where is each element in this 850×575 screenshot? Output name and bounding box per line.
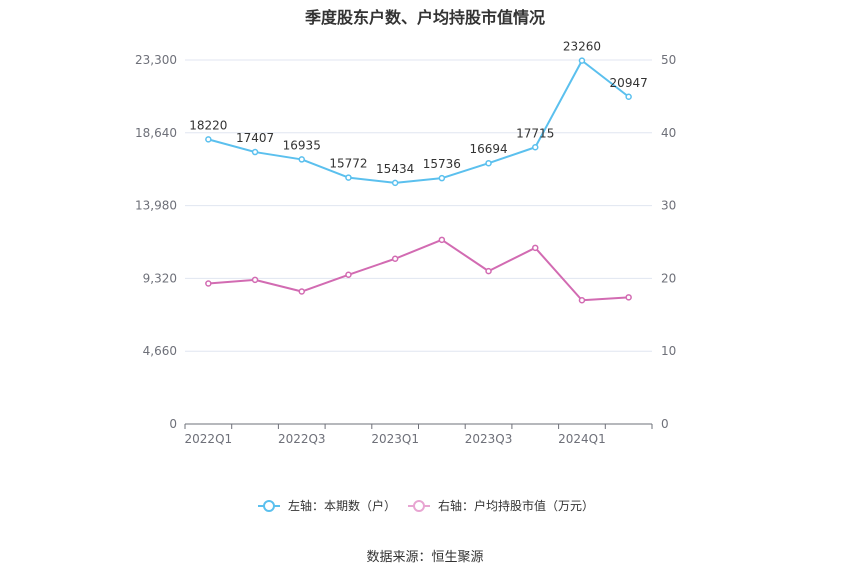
left-axis-tick-label: 18,640 [135, 126, 177, 140]
left-axis-tick-label: 9,320 [143, 271, 177, 285]
right-axis-tick-label: 20 [661, 271, 676, 285]
data-point [391, 255, 399, 262]
data-label: 15736 [423, 157, 461, 171]
data-source: 数据来源：恒生聚源 [366, 550, 484, 565]
data-label: 15434 [376, 162, 414, 176]
right-axis-tick-label: 40 [661, 126, 676, 140]
data-label: 20947 [610, 76, 648, 90]
data-label: 16935 [283, 138, 321, 152]
chart-svg: 0 4,660 9,320 13,980 18,640 23,300 0 10 20 30 40 50… [135, 40, 676, 513]
data-point [532, 244, 539, 252]
legend-label: 左轴：本期数（户） [288, 498, 396, 513]
legend-marker [263, 500, 275, 512]
data-point [485, 159, 492, 167]
data-point [485, 267, 492, 275]
series-line-1 [208, 59, 630, 184]
left-axis-tick-label: 23,300 [135, 53, 177, 67]
data-point [578, 57, 586, 64]
data-label: 16694 [469, 142, 507, 156]
left-axis-tick-label: 4,660 [143, 344, 177, 358]
data-point [625, 294, 632, 301]
data-point [578, 296, 586, 304]
right-axis-tick-label: 10 [661, 344, 676, 358]
data-point [298, 288, 305, 295]
data-point [345, 174, 352, 181]
series-line-2 [208, 238, 629, 302]
data-point [438, 174, 446, 182]
data-label: 18220 [189, 118, 227, 132]
right-axis-tick-label: 30 [661, 199, 676, 213]
data-point [298, 156, 305, 163]
data-point [438, 236, 446, 244]
data-point [391, 179, 399, 187]
left-axis-tick-label: 13,980 [135, 199, 177, 213]
data-point [345, 271, 352, 279]
data-point [205, 136, 212, 143]
data-label: 17407 [236, 131, 274, 145]
x-axis-tick-label: 2023Q1 [371, 432, 419, 446]
legend-marker [413, 500, 425, 512]
data-label: 17715 [516, 126, 554, 140]
x-axis-tick-label: 2023Q3 [465, 432, 513, 446]
right-axis-tick-label: 0 [661, 417, 669, 431]
data-point [625, 93, 632, 101]
data-point [205, 280, 212, 287]
data-point [251, 148, 259, 156]
data-point [532, 144, 539, 151]
right-axis-tick-label: 50 [661, 53, 676, 67]
x-axis-tick-label: 2024Q1 [558, 432, 606, 446]
legend-label: 右轴：户均持股市值（万元） [438, 498, 594, 513]
data-label: 15772 [329, 157, 367, 171]
x-axis-tick-label: 2022Q1 [185, 432, 233, 446]
data-point [251, 276, 259, 284]
x-axis-tick-label: 2022Q3 [278, 432, 326, 446]
left-axis-tick-label: 0 [169, 417, 177, 431]
chart-title: 季度股东户数、户均持股市值情况 [304, 8, 545, 27]
data-label: 23260 [563, 40, 601, 54]
